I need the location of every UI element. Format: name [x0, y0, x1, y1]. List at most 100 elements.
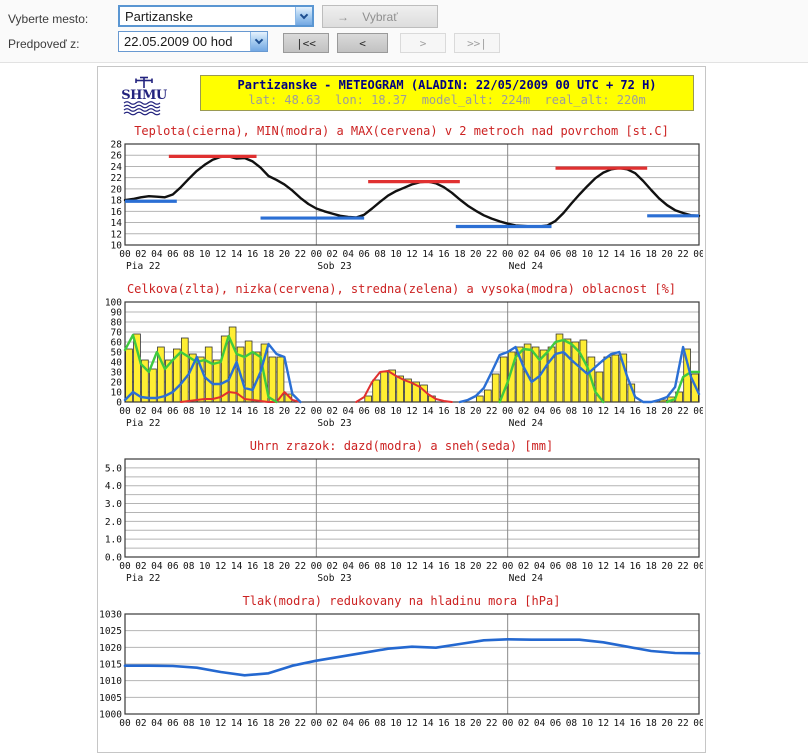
svg-text:14: 14 — [614, 718, 626, 728]
svg-text:Sob 23: Sob 23 — [317, 418, 351, 429]
svg-text:18: 18 — [454, 406, 466, 417]
svg-text:20: 20 — [279, 406, 291, 417]
svg-text:1030: 1030 — [99, 610, 122, 621]
svg-text:16: 16 — [438, 249, 450, 260]
svg-text:16: 16 — [629, 561, 641, 572]
svg-text:10: 10 — [199, 249, 211, 260]
cloudiness-chart-title: Celkova(zlta), nizka(cervena), stredna(z… — [126, 282, 677, 296]
svg-text:04: 04 — [151, 249, 163, 260]
svg-text:06: 06 — [167, 249, 179, 260]
forecast-time-select[interactable]: 22.05.2009 00 hod — [118, 31, 268, 52]
nav-next-button[interactable]: > — [400, 33, 446, 53]
svg-text:12: 12 — [215, 249, 226, 260]
svg-text:08: 08 — [374, 561, 386, 572]
svg-text:06: 06 — [358, 406, 370, 417]
svg-text:20: 20 — [661, 406, 673, 417]
svg-text:04: 04 — [342, 561, 354, 572]
svg-text:18: 18 — [645, 406, 657, 417]
nav-prev-button[interactable]: < — [337, 33, 388, 53]
svg-text:04: 04 — [151, 406, 163, 417]
svg-text:16: 16 — [629, 718, 641, 728]
svg-text:90: 90 — [111, 308, 123, 319]
svg-text:10: 10 — [199, 406, 211, 417]
svg-text:08: 08 — [566, 406, 578, 417]
svg-text:22: 22 — [677, 718, 688, 728]
svg-text:06: 06 — [550, 718, 562, 728]
svg-text:12: 12 — [598, 561, 609, 572]
svg-text:08: 08 — [183, 406, 195, 417]
chevron-down-icon[interactable] — [295, 7, 312, 25]
svg-text:26: 26 — [111, 151, 123, 162]
svg-text:16: 16 — [629, 249, 641, 260]
meteogram-header: SHMU Partizanske - METEOGRAM (ALADIN: 22… — [117, 75, 694, 117]
svg-text:2.0: 2.0 — [105, 517, 122, 528]
svg-text:14: 14 — [614, 249, 626, 260]
svg-text:00: 00 — [119, 561, 131, 572]
svg-text:14: 14 — [422, 249, 434, 260]
svg-text:14: 14 — [614, 561, 626, 572]
vybrat-button[interactable]: → Vybrať — [322, 5, 438, 28]
svg-text:00: 00 — [502, 249, 514, 260]
chevron-glyph — [254, 35, 264, 45]
svg-text:14: 14 — [231, 249, 243, 260]
svg-text:02: 02 — [327, 718, 338, 728]
svg-text:14: 14 — [614, 406, 626, 417]
svg-text:12: 12 — [598, 718, 609, 728]
svg-text:1015: 1015 — [99, 660, 122, 671]
city-select-value: Partizanske — [125, 9, 193, 24]
forecast-time-value: 22.05.2009 00 hod — [124, 34, 233, 49]
svg-text:00: 00 — [119, 406, 131, 417]
svg-text:08: 08 — [566, 561, 578, 572]
svg-text:10: 10 — [582, 406, 594, 417]
meteogram-panel: SHMU Partizanske - METEOGRAM (ALADIN: 22… — [97, 66, 706, 753]
svg-text:18: 18 — [454, 561, 466, 572]
svg-text:22: 22 — [111, 173, 122, 184]
svg-text:08: 08 — [374, 718, 386, 728]
meteogram-title: Partizanske - METEOGRAM (ALADIN: 22/05/2… — [237, 78, 657, 92]
svg-text:50: 50 — [111, 348, 123, 359]
svg-text:06: 06 — [358, 718, 370, 728]
nav-last-button[interactable]: >>| — [454, 33, 500, 53]
svg-text:10: 10 — [390, 561, 402, 572]
forecast-time-label: Predpoveď z: — [8, 37, 80, 51]
svg-text:20: 20 — [279, 718, 291, 728]
svg-text:14: 14 — [422, 406, 434, 417]
svg-text:12: 12 — [406, 718, 417, 728]
svg-text:12: 12 — [406, 249, 417, 260]
svg-text:10: 10 — [390, 406, 402, 417]
precipitation-chart-title: Uhrn zrazok: dazd(modra) a sneh(seda) [m… — [249, 439, 554, 453]
svg-text:00: 00 — [693, 718, 703, 728]
svg-text:00: 00 — [502, 406, 514, 417]
svg-text:20: 20 — [111, 378, 123, 389]
forecast-form: Vyberte mesto: Partizanske → Vybrať Pred… — [0, 0, 808, 63]
svg-text:20: 20 — [661, 561, 673, 572]
shmu-logo: SHMU — [121, 76, 168, 116]
nav-first-button[interactable]: |<< — [283, 33, 329, 53]
svg-text:02: 02 — [135, 249, 146, 260]
svg-text:12: 12 — [215, 718, 226, 728]
svg-text:18: 18 — [263, 561, 275, 572]
svg-text:10: 10 — [199, 561, 211, 572]
svg-text:18: 18 — [111, 196, 123, 207]
svg-text:18: 18 — [263, 249, 275, 260]
svg-text:10: 10 — [111, 241, 123, 252]
svg-text:04: 04 — [342, 406, 354, 417]
svg-text:1020: 1020 — [99, 643, 122, 654]
svg-text:18: 18 — [454, 718, 466, 728]
svg-text:14: 14 — [231, 718, 243, 728]
city-select[interactable]: Partizanske — [118, 5, 314, 27]
chevron-glyph — [299, 10, 309, 19]
svg-text:08: 08 — [183, 718, 195, 728]
svg-text:1.0: 1.0 — [105, 535, 122, 546]
svg-text:24: 24 — [111, 162, 123, 173]
svg-text:16: 16 — [111, 207, 123, 218]
svg-text:00: 00 — [311, 406, 323, 417]
svg-text:00: 00 — [119, 249, 131, 260]
svg-text:Sob 23: Sob 23 — [317, 573, 351, 584]
svg-text:02: 02 — [135, 561, 146, 572]
svg-text:22: 22 — [677, 561, 688, 572]
meteogram-banner: Partizanske - METEOGRAM (ALADIN: 22/05/2… — [200, 75, 694, 111]
chevron-down-icon[interactable] — [250, 32, 267, 51]
